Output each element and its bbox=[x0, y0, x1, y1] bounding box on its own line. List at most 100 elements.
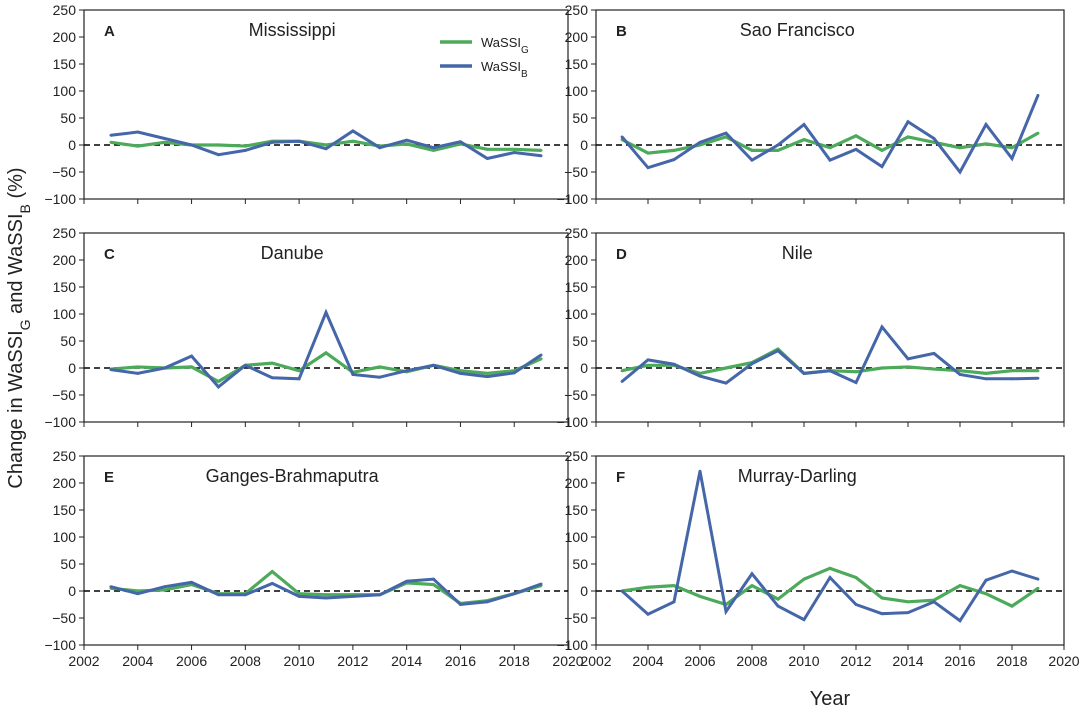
x-tick-label: 2002 bbox=[580, 653, 611, 669]
data-point-wassi-b bbox=[324, 596, 328, 600]
y-tick-label: −50 bbox=[52, 164, 76, 180]
data-point-wassi-g bbox=[1036, 131, 1040, 135]
data-point-wassi-b bbox=[802, 372, 806, 375]
data-point-wassi-b bbox=[932, 600, 936, 604]
data-point-wassi-g bbox=[270, 570, 274, 573]
data-point-wassi-g bbox=[378, 365, 382, 369]
legend-label: WaSSIB bbox=[481, 59, 528, 80]
data-point-wassi-b bbox=[1036, 577, 1040, 581]
data-point-wassi-g bbox=[958, 584, 962, 587]
data-point-wassi-b bbox=[802, 123, 806, 126]
data-point-wassi-b bbox=[297, 377, 301, 381]
data-point-wassi-g bbox=[136, 365, 140, 369]
panel-a: −100 −50 0 50 100 150 200 250 A Mississippi bbox=[44, 2, 569, 207]
data-point-wassi-b bbox=[378, 375, 382, 379]
x-tick-label: 2012 bbox=[337, 653, 368, 669]
data-point-wassi-g bbox=[802, 138, 806, 142]
data-point-wassi-b bbox=[802, 618, 806, 622]
data-point-wassi-g bbox=[646, 363, 650, 367]
data-point-wassi-b bbox=[932, 352, 936, 355]
panel-letter: B bbox=[616, 23, 627, 40]
data-point-wassi-b bbox=[672, 600, 676, 604]
y-tick-label: 250 bbox=[565, 448, 589, 464]
data-point-wassi-b bbox=[485, 600, 489, 604]
y-tick-label: 150 bbox=[565, 56, 589, 72]
data-point-wassi-b bbox=[958, 373, 962, 376]
y-tick-label: −100 bbox=[556, 414, 588, 430]
data-point-wassi-g bbox=[190, 365, 193, 369]
data-point-wassi-b bbox=[620, 380, 624, 383]
x-tick-label: 2006 bbox=[684, 653, 715, 669]
data-point-wassi-g bbox=[1036, 586, 1040, 590]
panel-c: −100 −50 0 50 100 150 200 250 C Danube bbox=[44, 225, 569, 430]
data-point-wassi-b bbox=[1010, 569, 1014, 573]
data-point-wassi-b bbox=[297, 139, 301, 143]
data-point-wassi-b bbox=[646, 612, 650, 616]
data-point-wassi-g bbox=[539, 149, 543, 152]
y-tick-label: 250 bbox=[53, 2, 77, 18]
y-tick-label: 200 bbox=[53, 475, 77, 491]
data-point-wassi-b bbox=[672, 362, 676, 366]
data-point-wassi-b bbox=[828, 158, 832, 162]
data-point-wassi-b bbox=[750, 362, 754, 366]
x-axis-title: Year bbox=[810, 688, 851, 710]
data-point-wassi-g bbox=[136, 589, 140, 593]
data-point-wassi-g bbox=[485, 372, 489, 375]
x-tick-label: 2014 bbox=[892, 653, 923, 669]
y-tick-label: 100 bbox=[565, 306, 589, 322]
data-point-wassi-b bbox=[672, 158, 676, 161]
data-point-wassi-b bbox=[432, 146, 435, 150]
data-point-wassi-b bbox=[932, 137, 936, 140]
data-point-wassi-g bbox=[1010, 146, 1014, 150]
panel-letter: A bbox=[104, 23, 115, 40]
data-point-wassi-b bbox=[432, 363, 435, 367]
data-point-wassi-g bbox=[932, 367, 936, 371]
series-line-wassi-b bbox=[110, 308, 542, 389]
panel-title: Danube bbox=[261, 243, 324, 263]
data-point-wassi-g bbox=[217, 380, 220, 383]
data-point-wassi-b bbox=[217, 385, 220, 389]
data-point-wassi-b bbox=[109, 368, 113, 372]
data-point-wassi-g bbox=[880, 366, 884, 370]
data-point-wassi-g bbox=[136, 144, 140, 148]
data-point-wassi-b bbox=[1010, 157, 1014, 160]
data-point-wassi-b bbox=[324, 310, 328, 314]
data-point-wassi-g bbox=[724, 135, 728, 139]
panel-letter: E bbox=[104, 469, 114, 486]
data-point-wassi-b bbox=[698, 469, 702, 473]
data-point-wassi-b bbox=[698, 140, 702, 144]
data-point-wassi-g bbox=[984, 372, 988, 375]
data-point-wassi-b bbox=[750, 572, 754, 576]
y-tick-label: 200 bbox=[565, 29, 589, 45]
series-line-wassi-b bbox=[621, 470, 1039, 623]
y-tick-label: −100 bbox=[556, 191, 588, 207]
data-point-wassi-b bbox=[828, 576, 832, 579]
data-point-wassi-b bbox=[163, 366, 167, 370]
y-tick-label: 50 bbox=[60, 333, 76, 349]
data-point-wassi-g bbox=[243, 144, 247, 148]
panel-frame bbox=[595, 232, 1065, 423]
data-point-wassi-b bbox=[109, 133, 113, 137]
y-tick-label: 0 bbox=[580, 360, 588, 376]
data-point-wassi-b bbox=[539, 154, 543, 158]
panel-letter: F bbox=[616, 469, 625, 486]
data-point-wassi-b bbox=[297, 595, 301, 598]
data-point-wassi-g bbox=[324, 351, 328, 355]
x-tick-label: 2006 bbox=[176, 653, 207, 669]
data-point-wassi-b bbox=[136, 592, 140, 596]
data-point-wassi-b bbox=[324, 147, 328, 151]
data-point-wassi-b bbox=[646, 166, 650, 170]
panel-d: −100 −50 0 50 100 150 200 250 D Nile bbox=[556, 225, 1065, 430]
x-tick-label: 2010 bbox=[788, 653, 819, 669]
data-point-wassi-b bbox=[243, 149, 247, 152]
data-point-wassi-b bbox=[646, 358, 650, 362]
x-tick-label: 2002 bbox=[68, 653, 99, 669]
legend-label: WaSSIG bbox=[481, 35, 529, 56]
y-tick-label: 50 bbox=[572, 556, 588, 572]
data-point-wassi-g bbox=[324, 593, 328, 597]
data-point-wassi-g bbox=[698, 595, 702, 598]
panel-letter: C bbox=[104, 246, 115, 263]
data-point-wassi-b bbox=[984, 578, 988, 582]
y-tick-label: 250 bbox=[565, 225, 589, 241]
